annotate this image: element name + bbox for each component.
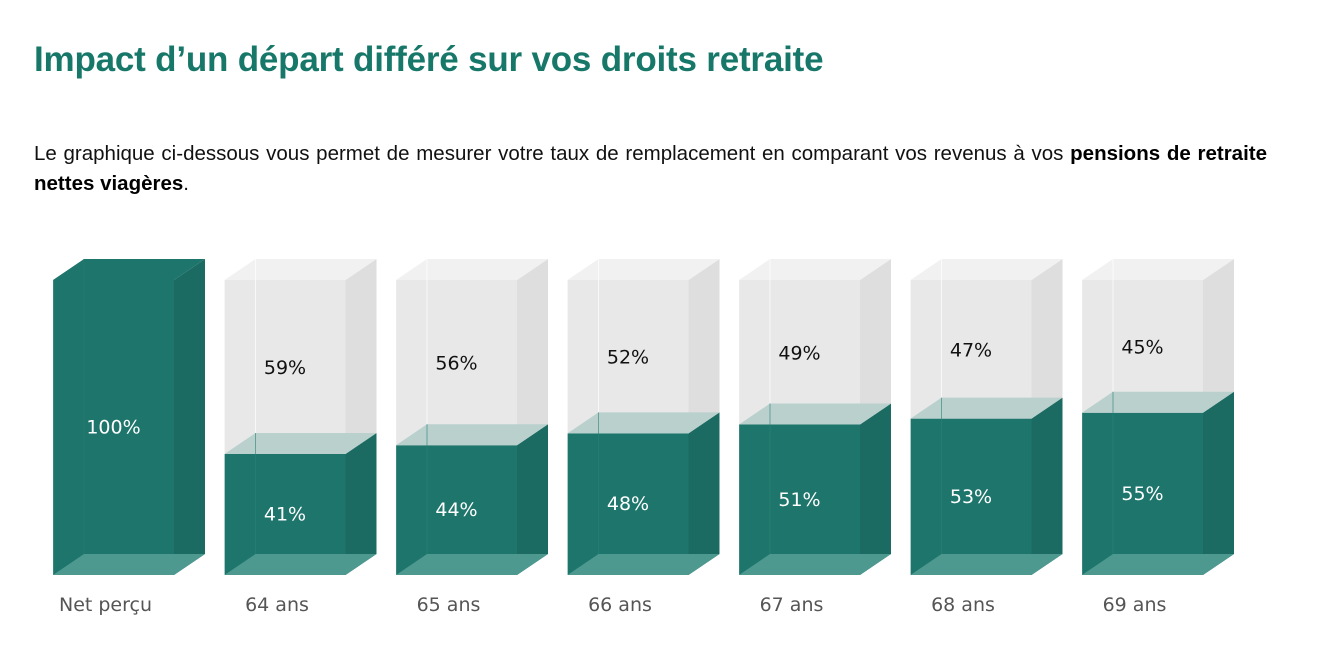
empty-bar-top-3 xyxy=(567,259,720,280)
filled-bar-floor-5 xyxy=(910,554,1063,575)
empty-bar-front-2 xyxy=(396,280,517,446)
empty-bar-front-1 xyxy=(224,280,346,455)
filled-bar-front-0 xyxy=(53,280,174,575)
filled-bar-floor-1 xyxy=(224,554,377,575)
empty-bar-top-1 xyxy=(224,259,377,280)
intro-text: Le graphique ci-dessous vous permet de m… xyxy=(34,142,1071,165)
empty-bar-front-3 xyxy=(567,280,689,434)
value-label-empty-2: 56% xyxy=(435,353,477,375)
value-label-empty-3: 52% xyxy=(607,347,649,369)
empty-bar-top-6 xyxy=(1082,259,1234,280)
value-label-empty-1: 59% xyxy=(264,357,306,379)
value-label-empty-4: 49% xyxy=(778,342,820,364)
category-label-2: 65 ans xyxy=(417,594,481,616)
value-label-filled-0: 100% xyxy=(86,417,140,439)
empty-bar-top-4 xyxy=(739,259,891,280)
filled-bar-front-5 xyxy=(910,418,1032,575)
empty-bar-side-5 xyxy=(1031,259,1063,419)
value-label-empty-5: 47% xyxy=(950,339,992,361)
filled-bar-front-2 xyxy=(396,445,517,575)
filled-bar-side-3 xyxy=(688,412,720,575)
filled-bar-side-6 xyxy=(1203,391,1234,575)
filled-bar-cap-0 xyxy=(53,259,205,280)
filled-bar-front-1 xyxy=(224,454,346,575)
intro-period: . xyxy=(183,172,189,195)
empty-bar-front-6 xyxy=(1082,280,1203,413)
value-label-filled-5: 53% xyxy=(950,486,992,508)
category-label-1: 64 ans xyxy=(245,594,309,616)
value-label-filled-4: 51% xyxy=(778,489,820,511)
filled-bar-front-4 xyxy=(739,424,860,575)
category-label-5: 68 ans xyxy=(931,594,995,616)
value-label-filled-2: 44% xyxy=(435,499,477,521)
filled-bar-side-5 xyxy=(1031,397,1063,575)
filled-bar-side-1 xyxy=(345,433,377,575)
page-title: Impact d’un départ différé sur vos droit… xyxy=(34,40,824,79)
filled-bar-front-6 xyxy=(1082,412,1203,575)
category-label-4: 67 ans xyxy=(760,594,824,616)
intro-bold-text: pensions de retraite nettes viagères xyxy=(34,142,1268,195)
empty-bar-side-1 xyxy=(345,259,377,455)
filled-bar-side-2 xyxy=(517,424,548,575)
filled-bar-surface-3 xyxy=(567,412,720,434)
category-label-3: 66 ans xyxy=(588,594,652,616)
filled-bar-surface-6 xyxy=(1082,391,1234,413)
filled-bar-floor-3 xyxy=(567,554,720,575)
filled-bar-front-3 xyxy=(567,433,689,575)
category-label-0: Net perçu xyxy=(59,594,152,616)
empty-bar-top-2 xyxy=(396,259,548,280)
filled-bar-surface-5 xyxy=(910,397,1063,419)
empty-bar-front-5 xyxy=(910,280,1032,419)
filled-bar-floor-4 xyxy=(739,554,891,575)
empty-bar-side-3 xyxy=(688,259,720,434)
value-label-empty-6: 45% xyxy=(1121,336,1163,358)
filled-bar-surface-2 xyxy=(396,424,548,446)
empty-bar-front-4 xyxy=(739,280,860,425)
value-label-filled-1: 41% xyxy=(264,504,306,526)
filled-bar-surface-4 xyxy=(739,403,891,425)
filled-bar-side-0 xyxy=(174,259,205,575)
intro-paragraph: Le graphique ci-dessous vous permet de m… xyxy=(34,139,1267,199)
value-label-filled-3: 48% xyxy=(607,493,649,515)
empty-bar-side-6 xyxy=(1203,259,1234,413)
empty-bar-top-5 xyxy=(910,259,1063,280)
filled-bar-floor-2 xyxy=(396,554,548,575)
filled-bar-floor-6 xyxy=(1082,554,1234,575)
value-label-filled-6: 55% xyxy=(1121,483,1163,505)
filled-bar-side-4 xyxy=(860,403,891,575)
filled-bar-floor-0 xyxy=(53,554,205,575)
category-label-6: 69 ans xyxy=(1103,594,1167,616)
empty-bar-side-4 xyxy=(860,259,891,425)
filled-bar-surface-1 xyxy=(224,433,377,455)
empty-bar-side-2 xyxy=(517,259,548,446)
